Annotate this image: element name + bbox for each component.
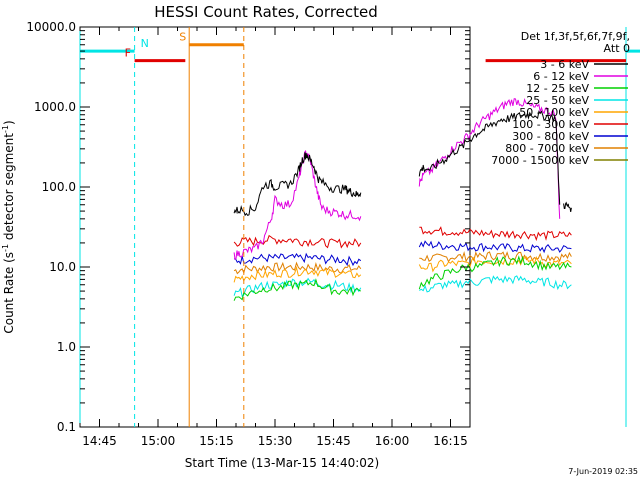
series-line (418, 110, 561, 205)
y-axis-label-tail: detector segment (2, 133, 16, 244)
y-tick-label: 10000.0 (26, 20, 76, 34)
y-tick-label: 1.0 (57, 340, 76, 354)
x-tick-label: 15:00 (141, 434, 176, 448)
legend: Det 1f,3f,5f,6f,7f,9f, Att 0 3 - 6 keV6 … (491, 30, 630, 167)
series-line (418, 240, 572, 254)
legend-label: 50 - 100 keV (519, 106, 589, 119)
x-tick-label: 15:30 (258, 434, 293, 448)
series-layer (233, 98, 572, 301)
series-line (233, 265, 362, 283)
series-line (233, 252, 362, 267)
overlay-label-F: F (125, 47, 131, 60)
x-axis: 14:45 15:00 15:15 15:30 15:45 16:00 16:15 (79, 27, 471, 448)
y-tick-label: 1000.0 (34, 100, 76, 114)
plot-frame (79, 26, 471, 428)
x-tick-label: 15:45 (316, 434, 351, 448)
legend-label: 300 - 800 keV (512, 130, 589, 143)
y-tick-label: 0.1 (57, 420, 76, 434)
chart-title: HESSI Count Rates, Corrected (154, 3, 378, 21)
x-axis-label: Start Time (13-Mar-15 14:40:02) (185, 456, 379, 470)
x-tick-label: 16:00 (375, 434, 410, 448)
legend-label: 3 - 6 keV (540, 58, 589, 71)
legend-label: 25 - 50 keV (526, 94, 589, 107)
overlay-layer: NF S (79, 27, 640, 427)
footer-timestamp: 7-Jun-2019 02:35 (568, 467, 638, 476)
x-tick-label: 15:15 (199, 434, 234, 448)
y-axis-label-main: Count Rate (s (2, 252, 16, 334)
legend-header-attenuator: Att 0 (604, 42, 630, 55)
series-line (563, 201, 572, 212)
y-tick-label: 10.0 (49, 260, 76, 274)
legend-label: 800 - 7000 keV (505, 142, 589, 155)
y-axis-label-end: ) (2, 120, 16, 125)
y-axis-label-sup: -1 (1, 244, 10, 252)
series-line (419, 226, 572, 242)
plot-area: NFS 14:45 15:00 15:15 15:30 15:45 16:00 16:15 … (26, 20, 640, 448)
legend-label: 6 - 12 keV (533, 70, 589, 83)
legend-label: 7000 - 15000 keV (491, 154, 589, 167)
legend-header-detectors: Det 1f,3f,5f,6f,7f,9f, (521, 30, 630, 43)
x-tick-label: 14:45 (82, 434, 117, 448)
series-line (233, 278, 362, 301)
y-axis: 0.1 1.0 10.0 100.0 1000.0 10000.0 (26, 20, 470, 434)
legend-label: 12 - 25 keV (526, 82, 589, 95)
y-axis-label-sup2: -1 (1, 125, 10, 133)
x-tick-label: 16:15 (433, 434, 468, 448)
series-line (418, 256, 572, 273)
series-line (233, 152, 362, 217)
series-line (233, 149, 362, 260)
overlay-label-S: S (179, 31, 186, 44)
series-line (233, 234, 362, 249)
series-line (418, 98, 561, 219)
legend-label: 100 - 300 keV (512, 118, 589, 131)
series-line (418, 255, 572, 290)
series-line (419, 250, 572, 263)
series-line (419, 275, 572, 293)
overlay-label-N: N (141, 37, 149, 50)
y-tick-label: 100.0 (42, 180, 76, 194)
series-line (233, 261, 362, 275)
series-line (233, 277, 362, 298)
y-axis-label: Count Rate (s-1 detector segment-1) (1, 120, 16, 333)
